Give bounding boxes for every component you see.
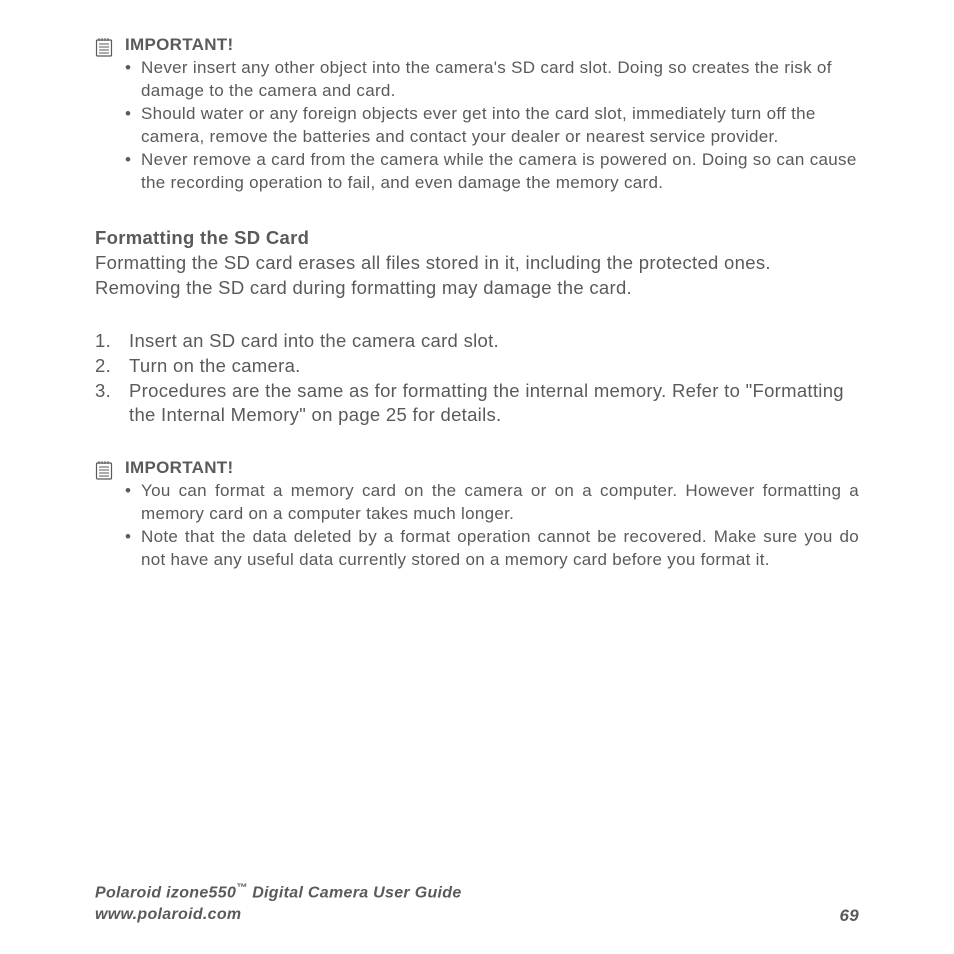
list-item: Never insert any other object into the c… <box>125 57 859 103</box>
important-1-heading: IMPORTANT! <box>125 35 859 55</box>
footer-suffix: Digital Camera User Guide <box>247 885 461 902</box>
list-item: 1.Insert an SD card into the camera card… <box>95 329 859 354</box>
important-2-content: IMPORTANT! You can format a memory card … <box>125 458 859 572</box>
steps-list: 1.Insert an SD card into the camera card… <box>95 329 859 429</box>
section-body: Formatting the SD card erases all files … <box>95 251 859 301</box>
step-number: 1. <box>95 329 129 354</box>
important-1-list: Never insert any other object into the c… <box>125 57 859 195</box>
step-number: 2. <box>95 354 129 379</box>
page-number: 69 <box>839 906 859 926</box>
important-1-content: IMPORTANT! Never insert any other object… <box>125 35 859 195</box>
step-number: 3. <box>95 379 129 429</box>
step-text: Turn on the camera. <box>129 354 301 379</box>
step-text: Procedures are the same as for formattin… <box>129 379 859 429</box>
footer-url: www.polaroid.com <box>95 906 241 923</box>
section-heading: Formatting the SD Card <box>95 227 859 249</box>
footer-tm: ™ <box>236 882 247 894</box>
notepad-icon <box>95 37 113 62</box>
step-text: Insert an SD card into the camera card s… <box>129 329 499 354</box>
list-item: 3.Procedures are the same as for formatt… <box>95 379 859 429</box>
list-item: 2.Turn on the camera. <box>95 354 859 379</box>
page-footer: Polaroid izone550™ Digital Camera User G… <box>95 881 859 926</box>
footer-product: Polaroid izone550 <box>95 885 236 902</box>
important-block-1: IMPORTANT! Never insert any other object… <box>95 35 859 195</box>
list-item: You can format a memory card on the came… <box>125 480 859 526</box>
list-item: Note that the data deleted by a format o… <box>125 526 859 572</box>
important-2-list: You can format a memory card on the came… <box>125 480 859 572</box>
footer-left: Polaroid izone550™ Digital Camera User G… <box>95 881 462 926</box>
notepad-icon <box>95 460 113 485</box>
important-block-2: IMPORTANT! You can format a memory card … <box>95 458 859 572</box>
list-item: Never remove a card from the camera whil… <box>125 149 859 195</box>
list-item: Should water or any foreign objects ever… <box>125 103 859 149</box>
important-2-heading: IMPORTANT! <box>125 458 859 478</box>
